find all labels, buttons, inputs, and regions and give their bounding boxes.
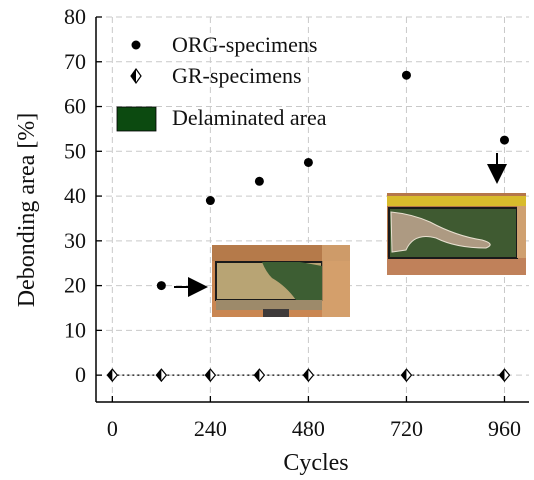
x-tick-label: 240: [194, 416, 227, 441]
y-tick-label: 30: [64, 228, 86, 253]
org-series-points: [156, 70, 509, 291]
gr-marker-fill: [401, 369, 407, 382]
org-data-point: [156, 281, 166, 291]
gr-data-point: [400, 368, 413, 383]
y-tick-label: 70: [64, 49, 86, 74]
org-data-point: [303, 157, 313, 167]
x-tick-label: 720: [390, 416, 423, 441]
gr-marker-fill: [254, 369, 260, 382]
gr-data-point: [204, 368, 217, 383]
y-tick-label: 80: [64, 4, 86, 29]
x-tick-label: 480: [292, 416, 325, 441]
legend-marker-gr: [130, 67, 142, 85]
x-axis-title: Cycles: [283, 450, 348, 476]
legend: ORG-specimens GR-specimens Delaminated a…: [116, 32, 327, 132]
legend-swatch-delaminated: [116, 106, 157, 132]
x-tick-labels: 0 240 480 720 960: [107, 416, 521, 441]
y-tick-label: 40: [64, 183, 86, 208]
legend-label-delaminated: Delaminated area: [172, 105, 327, 130]
gr-marker-fill: [303, 369, 309, 382]
specimen-photo-inset-1: [212, 245, 350, 317]
gr-series-points: [106, 368, 511, 383]
y-tick-labels: 0 10 20 30 40 50 60 70 80: [64, 4, 86, 387]
org-data-point: [205, 196, 215, 206]
y-tick-label: 10: [64, 317, 86, 342]
x-tick-label: 0: [107, 416, 118, 441]
gr-data-point: [253, 368, 266, 383]
y-axis-title: Debonding area [%]: [14, 113, 40, 308]
y-tick-label: 60: [64, 94, 86, 119]
gr-data-point: [106, 368, 119, 383]
org-data-point: [254, 176, 264, 186]
gr-marker-fill: [499, 369, 505, 382]
gr-data-point: [155, 368, 168, 383]
y-tick-label: 20: [64, 273, 86, 298]
gr-marker-fill: [205, 369, 211, 382]
org-data-point: [499, 135, 509, 145]
x-tick-label: 960: [488, 416, 521, 441]
org-data-point: [401, 70, 411, 80]
y-tick-label: 0: [75, 362, 86, 387]
tick-marks: [96, 16, 506, 402]
specimen-photo-inset-2: [387, 193, 526, 275]
legend-label-org: ORG-specimens: [172, 32, 317, 57]
gr-marker-fill: [107, 369, 113, 382]
gr-marker-fill: [156, 369, 162, 382]
axes: [95, 17, 529, 403]
legend-label-gr: GR-specimens: [172, 63, 302, 88]
gr-data-point: [302, 368, 315, 383]
legend-marker-org: [131, 40, 141, 50]
y-tick-label: 50: [64, 138, 86, 163]
gr-data-point: [498, 368, 511, 383]
